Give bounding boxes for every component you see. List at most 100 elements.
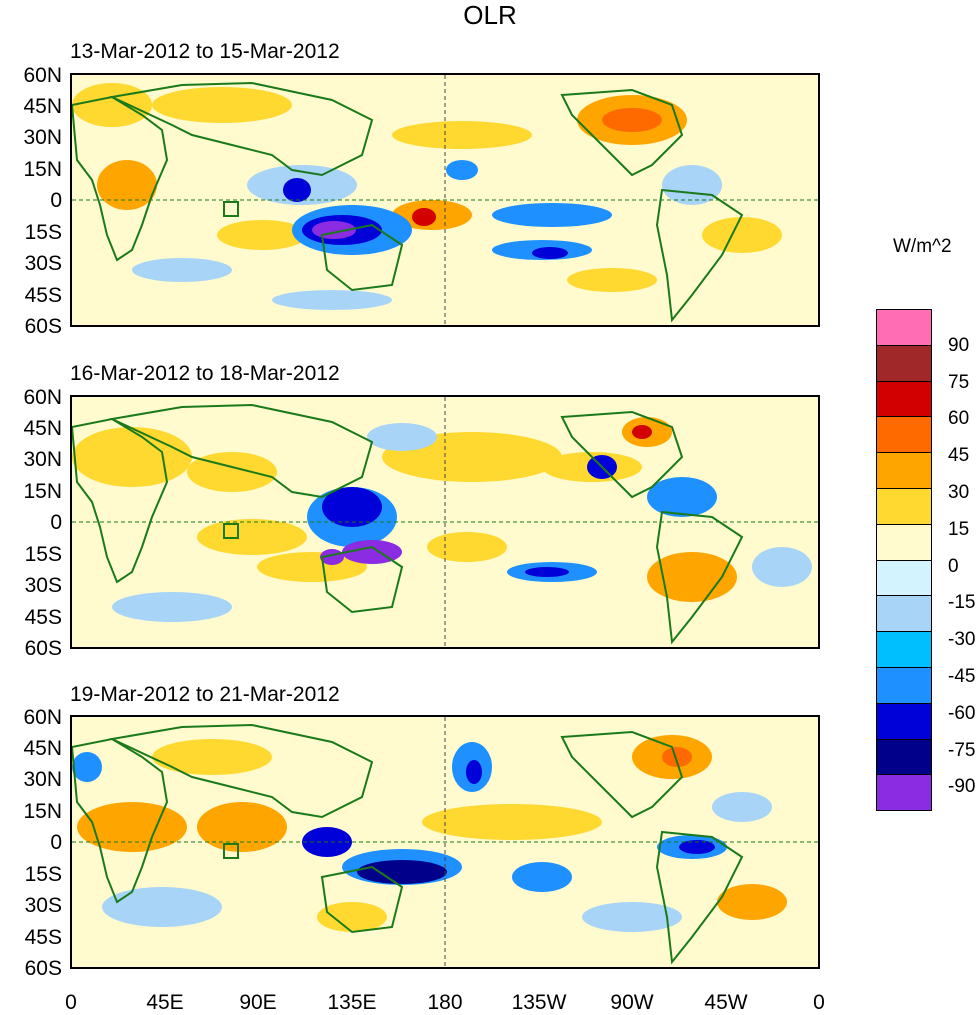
negative-anomaly bbox=[712, 792, 772, 822]
positive-anomaly bbox=[602, 108, 662, 132]
colorbar-swatch bbox=[876, 559, 932, 597]
positive-anomaly bbox=[72, 83, 152, 127]
colorbar bbox=[876, 309, 932, 812]
lon-tick-label: 180 bbox=[427, 991, 463, 1014]
negative-anomaly bbox=[466, 760, 482, 784]
colorbar-tick-label: -90 bbox=[948, 776, 976, 798]
positive-anomaly bbox=[152, 87, 292, 123]
positive-anomaly bbox=[217, 220, 307, 250]
marker-box bbox=[223, 843, 239, 859]
positive-anomaly bbox=[647, 552, 737, 602]
colorbar-tick-label: -30 bbox=[948, 629, 976, 651]
positive-anomaly bbox=[427, 532, 507, 562]
positive-anomaly bbox=[197, 519, 307, 555]
colorbar-swatch bbox=[876, 774, 932, 812]
colorbar-swatch bbox=[876, 666, 932, 704]
lat-tick-label: 60S bbox=[24, 315, 62, 338]
eurasia-coastline bbox=[108, 723, 374, 819]
strong-positive-anomaly bbox=[412, 208, 436, 226]
olr-map bbox=[70, 395, 820, 649]
positive-anomaly bbox=[187, 452, 277, 492]
negative-anomaly bbox=[679, 840, 715, 854]
lat-tick-label: 0 bbox=[50, 189, 62, 212]
negative-anomaly bbox=[72, 752, 102, 782]
colorbar-tick-label: -45 bbox=[948, 666, 976, 687]
positive-anomaly bbox=[422, 804, 602, 840]
lat-tick-label: 60S bbox=[24, 637, 62, 660]
positive-anomaly bbox=[717, 884, 787, 920]
africa-coastline bbox=[72, 95, 169, 262]
negative-anomaly bbox=[272, 290, 392, 310]
south-america-coastline bbox=[655, 830, 744, 965]
strong-positive-anomaly bbox=[632, 425, 652, 439]
negative-anomaly bbox=[532, 247, 568, 259]
negative-anomaly bbox=[525, 567, 569, 577]
positive-anomaly bbox=[97, 160, 157, 210]
olr-map bbox=[70, 73, 820, 327]
colorbar-tick-label: 90 bbox=[948, 334, 970, 356]
colorbar-swatch bbox=[876, 309, 932, 346]
lon-tick-label: 0 bbox=[65, 991, 77, 1014]
positive-anomaly bbox=[662, 747, 692, 767]
lon-tick-label: 90W bbox=[610, 991, 654, 1014]
panel-title: 13-Mar-2012 to 15-Mar-2012 bbox=[70, 40, 340, 63]
colorbar-tick-label: 60 bbox=[948, 408, 970, 430]
africa-coastline bbox=[72, 737, 169, 904]
negative-anomaly bbox=[647, 477, 717, 517]
colorbar-swatch bbox=[876, 416, 932, 454]
eurasia-coastline bbox=[108, 403, 374, 499]
australia-coastline bbox=[320, 223, 404, 292]
lat-tick-label: 15S bbox=[24, 543, 62, 566]
negative-anomaly bbox=[446, 160, 478, 180]
olr-anomaly-field bbox=[72, 397, 818, 647]
negative-anomaly bbox=[752, 547, 812, 587]
lat-tick-label: 30S bbox=[24, 574, 62, 597]
colorbar-units: W/m^2 bbox=[893, 236, 952, 257]
colorbar-tick-label: -15 bbox=[948, 592, 976, 614]
lon-tick-label: 45E bbox=[146, 991, 184, 1014]
colorbar-swatch bbox=[876, 380, 932, 418]
lat-tick-label: 60S bbox=[24, 957, 62, 980]
negative-anomaly bbox=[102, 887, 222, 927]
colorbar-tick-label: 15 bbox=[948, 518, 970, 540]
lat-tick-label: 15N bbox=[23, 158, 62, 181]
lat-tick-label: 45N bbox=[23, 737, 62, 760]
lon-tick-label: 0 bbox=[813, 991, 825, 1014]
lat-tick-label: 45S bbox=[24, 284, 62, 307]
lat-tick-label: 45N bbox=[23, 95, 62, 118]
marker-box bbox=[223, 523, 239, 539]
marker-box bbox=[223, 201, 239, 217]
lon-tick-label: 135W bbox=[511, 991, 567, 1014]
australia-coastline bbox=[320, 865, 404, 934]
lat-tick-label: 15S bbox=[24, 863, 62, 886]
lat-tick-label: 30N bbox=[23, 126, 62, 149]
colorbar-tick-label: 45 bbox=[948, 445, 970, 467]
lon-tick-label: 90E bbox=[239, 991, 277, 1014]
panel-title: 16-Mar-2012 to 18-Mar-2012 bbox=[70, 362, 340, 385]
olr-map bbox=[70, 715, 820, 969]
negative-anomaly bbox=[662, 165, 722, 205]
lat-tick-label: 60N bbox=[23, 64, 62, 87]
lat-tick-label: 30N bbox=[23, 768, 62, 791]
north-america-coastline bbox=[560, 88, 684, 177]
positive-anomaly bbox=[567, 268, 657, 292]
positive-anomaly bbox=[197, 802, 287, 852]
africa-coastline bbox=[72, 417, 169, 584]
colorbar-swatch bbox=[876, 344, 932, 382]
negative-anomaly bbox=[132, 258, 232, 282]
olr-anomaly-field bbox=[72, 75, 818, 325]
colorbar-swatch bbox=[876, 523, 932, 561]
lat-tick-label: 0 bbox=[50, 831, 62, 854]
lat-tick-label: 15N bbox=[23, 480, 62, 503]
north-america-coastline bbox=[560, 730, 684, 819]
lat-tick-label: 45S bbox=[24, 606, 62, 629]
lat-tick-label: 30S bbox=[24, 894, 62, 917]
lat-tick-label: 30N bbox=[23, 448, 62, 471]
colorbar-tick-label: 30 bbox=[948, 482, 970, 503]
colorbar-tick-label: 0 bbox=[948, 555, 959, 577]
lat-tick-label: 15S bbox=[24, 221, 62, 244]
negative-anomaly bbox=[582, 902, 682, 932]
lat-tick-label: 15N bbox=[23, 800, 62, 823]
lat-tick-label: 30S bbox=[24, 252, 62, 275]
colorbar-swatch bbox=[876, 738, 932, 776]
